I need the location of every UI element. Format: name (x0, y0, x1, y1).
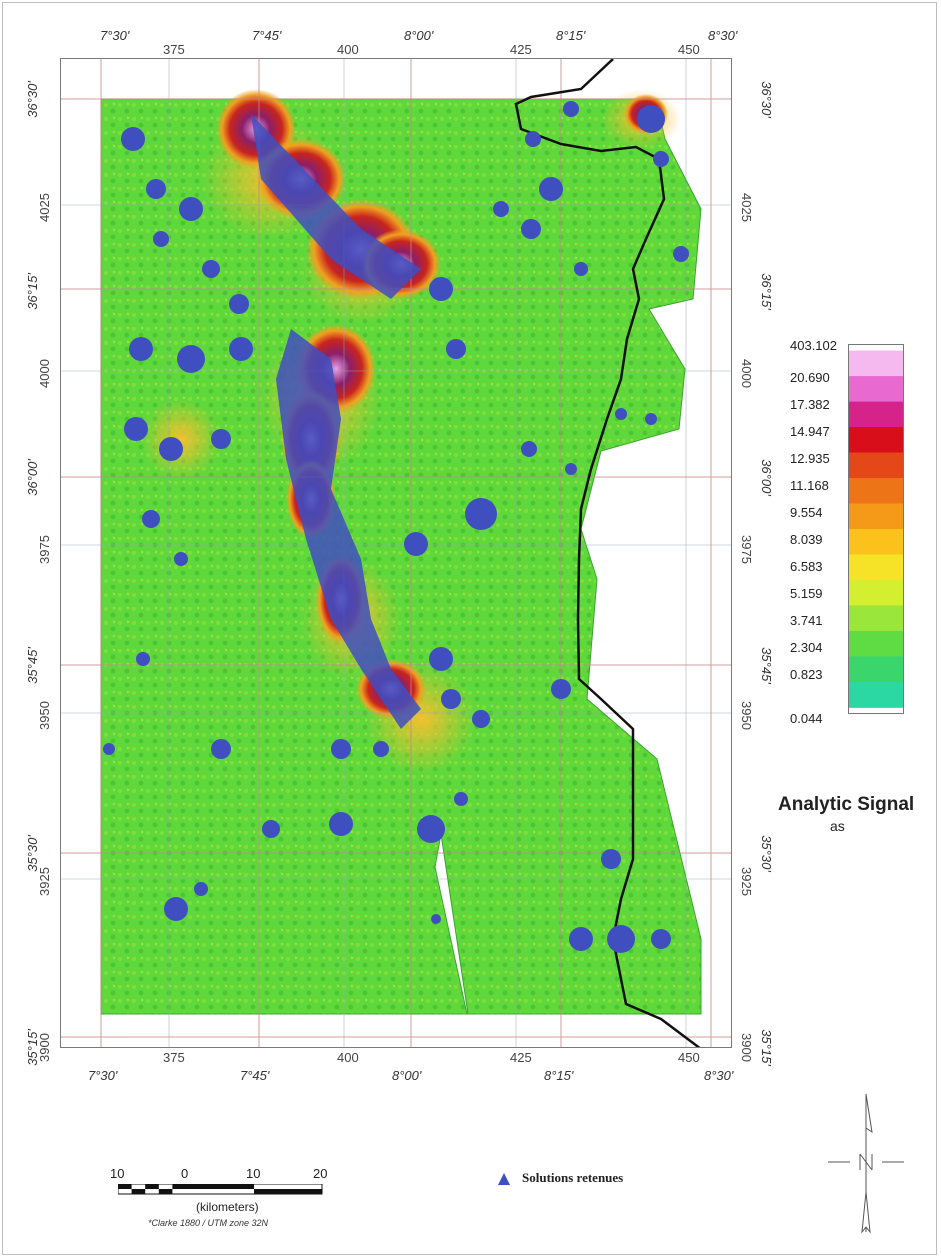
border-line (514, 59, 701, 1047)
left-km-label: 4025 (36, 193, 52, 222)
bottom-lon-label: 7°45' (240, 1068, 270, 1083)
right-km-label: 4000 (738, 359, 754, 388)
legend-value: 17.382 (790, 397, 830, 412)
scale-label: 20 (313, 1166, 328, 1181)
bottom-lon-label: 8°00' (392, 1068, 422, 1083)
top-km-label: 425 (510, 42, 532, 57)
scale-bar (118, 1184, 323, 1195)
right-km-label: 3975 (738, 535, 754, 564)
legend-title: Analytic Signal (778, 794, 915, 815)
top-lon-label: 8°15' (556, 28, 586, 43)
legend-swatch (849, 605, 903, 632)
legend-swatch (849, 681, 903, 708)
legend-swatch (849, 656, 903, 683)
legend-subtitle: as (830, 818, 845, 834)
top-lon-label: 8°00' (404, 28, 434, 43)
projection-note: *Clarke 1880 / UTM zone 32N (148, 1218, 269, 1228)
survey-area (100, 98, 702, 1015)
left-km-label: 3975 (36, 535, 52, 564)
north-arrow-icon (828, 1093, 904, 1234)
top-lon-label: 7°30' (100, 28, 130, 43)
left-lat-label: 35°45' (24, 647, 40, 684)
legend-value: 9.554 (790, 505, 823, 520)
right-lat-label: 36°15' (758, 273, 774, 310)
legend-value: 12.935 (790, 451, 830, 466)
right-lat-label: 35°45' (758, 647, 774, 684)
right-lat-label: 35°30' (758, 835, 774, 872)
legend-value: 20.690 (790, 370, 830, 385)
bottom-km-label: 375 (163, 1050, 185, 1065)
legend-swatch (849, 376, 903, 403)
bottom-lon-label: 8°30' (704, 1068, 734, 1083)
right-km-label: 4025 (738, 193, 754, 222)
left-km-label: 3925 (36, 867, 52, 896)
top-km-label: 450 (678, 42, 700, 57)
bottom-km-label: 450 (678, 1050, 700, 1065)
right-lat-label: 36°00' (758, 459, 774, 496)
legend-swatch (849, 452, 903, 479)
scale-unit: (kilometers) (196, 1200, 259, 1214)
left-lat-label: 36°15' (24, 273, 40, 310)
legend-swatch (849, 401, 903, 428)
right-lat-label: 36°30' (758, 81, 774, 118)
legend-value: 11.168 (790, 478, 829, 493)
right-km-label: 3925 (738, 867, 754, 896)
left-lat-label: 35°15' (24, 1029, 40, 1066)
legend-value: 0.044 (790, 711, 823, 726)
legend-value: 14.947 (790, 424, 830, 439)
left-km-label: 3950 (36, 701, 52, 730)
left-km-label: 4000 (36, 359, 52, 388)
top-km-label: 400 (337, 42, 359, 57)
legend-swatch (849, 579, 903, 606)
legend-swatch (849, 350, 903, 377)
legend-value: 8.039 (790, 532, 823, 547)
top-lon-label: 7°45' (252, 28, 282, 43)
right-km-label: 3900 (738, 1033, 754, 1062)
legend-swatch (849, 554, 903, 581)
right-lat-label: 35°15' (758, 1029, 774, 1066)
scale-label: 10 (246, 1166, 261, 1181)
solutions-label: Solutions retenues (522, 1170, 624, 1185)
legend-swatch (849, 503, 903, 530)
left-lat-label: 36°30' (24, 81, 40, 118)
bottom-lon-label: 8°15' (544, 1068, 574, 1083)
legend-value: 3.741 (790, 613, 823, 628)
analytic-signal-map (61, 59, 731, 1047)
legend-value: 403.102 (790, 338, 837, 353)
right-km-label: 3950 (738, 701, 754, 730)
bottom-km-label: 400 (337, 1050, 359, 1065)
legend-value: 0.823 (790, 667, 823, 682)
legend-value: 5.159 (790, 586, 823, 601)
legend-color-bar (848, 344, 904, 714)
top-km-label: 375 (163, 42, 185, 57)
triangle-icon (498, 1173, 510, 1186)
map-frame (60, 58, 732, 1048)
legend-value: 6.583 (790, 559, 823, 574)
legend-swatch (849, 478, 903, 504)
top-lon-label: 8°30' (708, 28, 738, 43)
legend-swatch (849, 630, 903, 657)
legend-value: 2.304 (790, 640, 823, 655)
legend-swatch (849, 529, 903, 555)
legend-swatch (849, 427, 903, 454)
left-lat-label: 36°00' (24, 459, 40, 496)
solutions-legend: Solutions retenues (498, 1170, 623, 1186)
bottom-km-label: 425 (510, 1050, 532, 1065)
bottom-lon-label: 7°30' (88, 1068, 118, 1083)
scale-label: 0 (181, 1166, 189, 1181)
euler-solutions (103, 101, 689, 953)
scale-label: 10 (110, 1166, 125, 1181)
